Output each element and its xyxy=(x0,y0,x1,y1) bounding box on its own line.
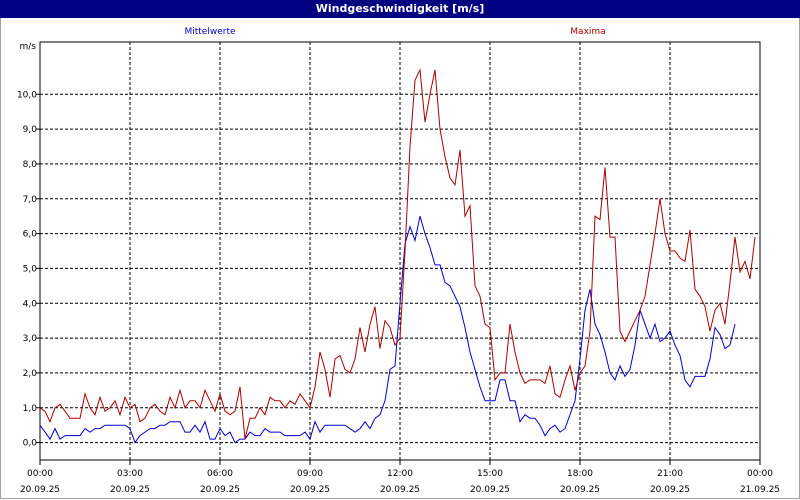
x-tick-date: 20.09.25 xyxy=(20,485,60,495)
x-tick-time: 21:00 xyxy=(657,469,683,479)
x-tick-time: 12:00 xyxy=(387,469,413,479)
x-tick-date: 20.09.25 xyxy=(650,485,690,495)
x-tick-date: 20.09.25 xyxy=(200,485,240,495)
y-tick-label: 3,0 xyxy=(23,334,38,344)
y-tick-label: 7,0 xyxy=(23,195,38,205)
x-tick-time: 18:00 xyxy=(567,469,593,479)
x-tick-time: 00:00 xyxy=(27,469,53,479)
series-line-maxima xyxy=(39,68,756,440)
x-tick-date: 20.09.25 xyxy=(470,485,510,495)
x-tick-date: 21.09.25 xyxy=(740,485,780,495)
y-tick-label: 6,0 xyxy=(23,230,38,240)
x-tick-date: 20.09.25 xyxy=(560,485,600,495)
y-tick-label: 1,0 xyxy=(23,404,38,414)
y-tick-label: 4,0 xyxy=(23,299,38,309)
y-tick-label: 10,0 xyxy=(17,90,37,100)
legend-mittelwerte: Mittelwerte xyxy=(184,27,235,37)
y-tick-label: 2,0 xyxy=(23,369,38,379)
x-tick-time: 09:00 xyxy=(297,469,323,479)
series-line-mittelwerte xyxy=(39,216,736,444)
window-title: Windgeschwindigkeit [m/s] xyxy=(0,0,800,18)
x-tick-date: 20.09.25 xyxy=(110,485,150,495)
x-tick-time: 06:00 xyxy=(207,469,233,479)
x-tick-date: 20.09.25 xyxy=(290,485,330,495)
legend-maxima: Maxima xyxy=(570,27,605,37)
x-tick-time: 15:00 xyxy=(477,469,503,479)
x-tick-date: 20.09.25 xyxy=(380,485,420,495)
y-tick-label: 0,0 xyxy=(23,439,38,449)
x-tick-time: 00:00 xyxy=(747,469,773,479)
y-axis-label: m/s xyxy=(20,42,37,52)
y-tick-label: 5,0 xyxy=(23,264,38,274)
y-tick-label: 9,0 xyxy=(23,125,38,135)
x-tick-time: 03:00 xyxy=(117,469,143,479)
y-tick-label: 8,0 xyxy=(23,160,38,170)
